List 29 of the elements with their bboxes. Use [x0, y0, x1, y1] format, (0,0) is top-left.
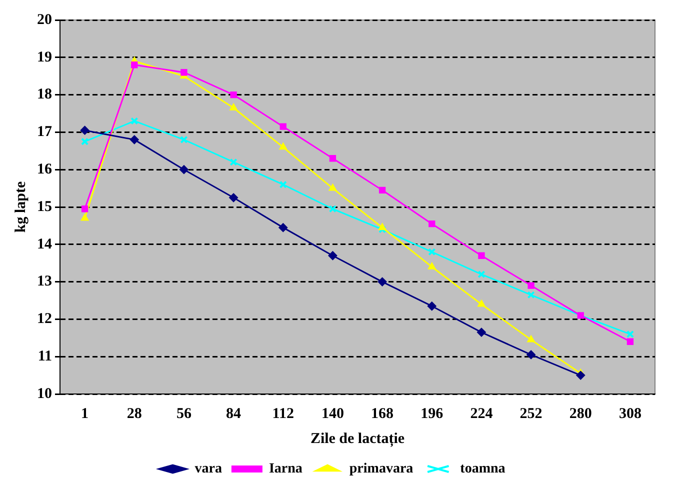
y-tick-label: 18 [37, 86, 52, 103]
y-tick-label: 12 [37, 311, 52, 328]
x-tick-label: 84 [226, 406, 242, 422]
legend-label: toamna [460, 462, 506, 477]
y-tick-label: 14 [37, 236, 52, 252]
y-tick-label: 20 [37, 12, 52, 28]
x-tick-label: 28 [126, 406, 142, 422]
x-tick-label: 140 [321, 406, 344, 422]
y-tick-label: 15 [37, 198, 52, 215]
legend-label: vara [194, 462, 222, 477]
y-axis-title: kg lapte [12, 181, 29, 233]
x-tick-label: 308 [618, 406, 642, 422]
x-tick-label: 224 [470, 406, 494, 422]
y-tick-label: 19 [37, 49, 52, 66]
x-tick-label: 168 [371, 406, 394, 422]
y-tick-label: 17 [37, 124, 52, 140]
x-tick-label: 56 [176, 406, 192, 422]
y-tick-label: 11 [38, 348, 52, 364]
x-tick-label: 112 [272, 406, 294, 422]
legend-label: Iarna [268, 462, 302, 477]
y-tick-label: 13 [37, 274, 52, 290]
x-tick-label: 196 [420, 406, 444, 422]
x-axis-title: Zile de lactație [310, 430, 405, 447]
y-tick-label: 10 [37, 386, 52, 402]
x-tick-label: 1 [81, 406, 89, 422]
y-tick-label: 16 [37, 161, 52, 178]
x-tick-label: 280 [569, 406, 592, 422]
x-tick-label: 252 [520, 406, 542, 422]
legend-label: primavara [349, 462, 414, 477]
